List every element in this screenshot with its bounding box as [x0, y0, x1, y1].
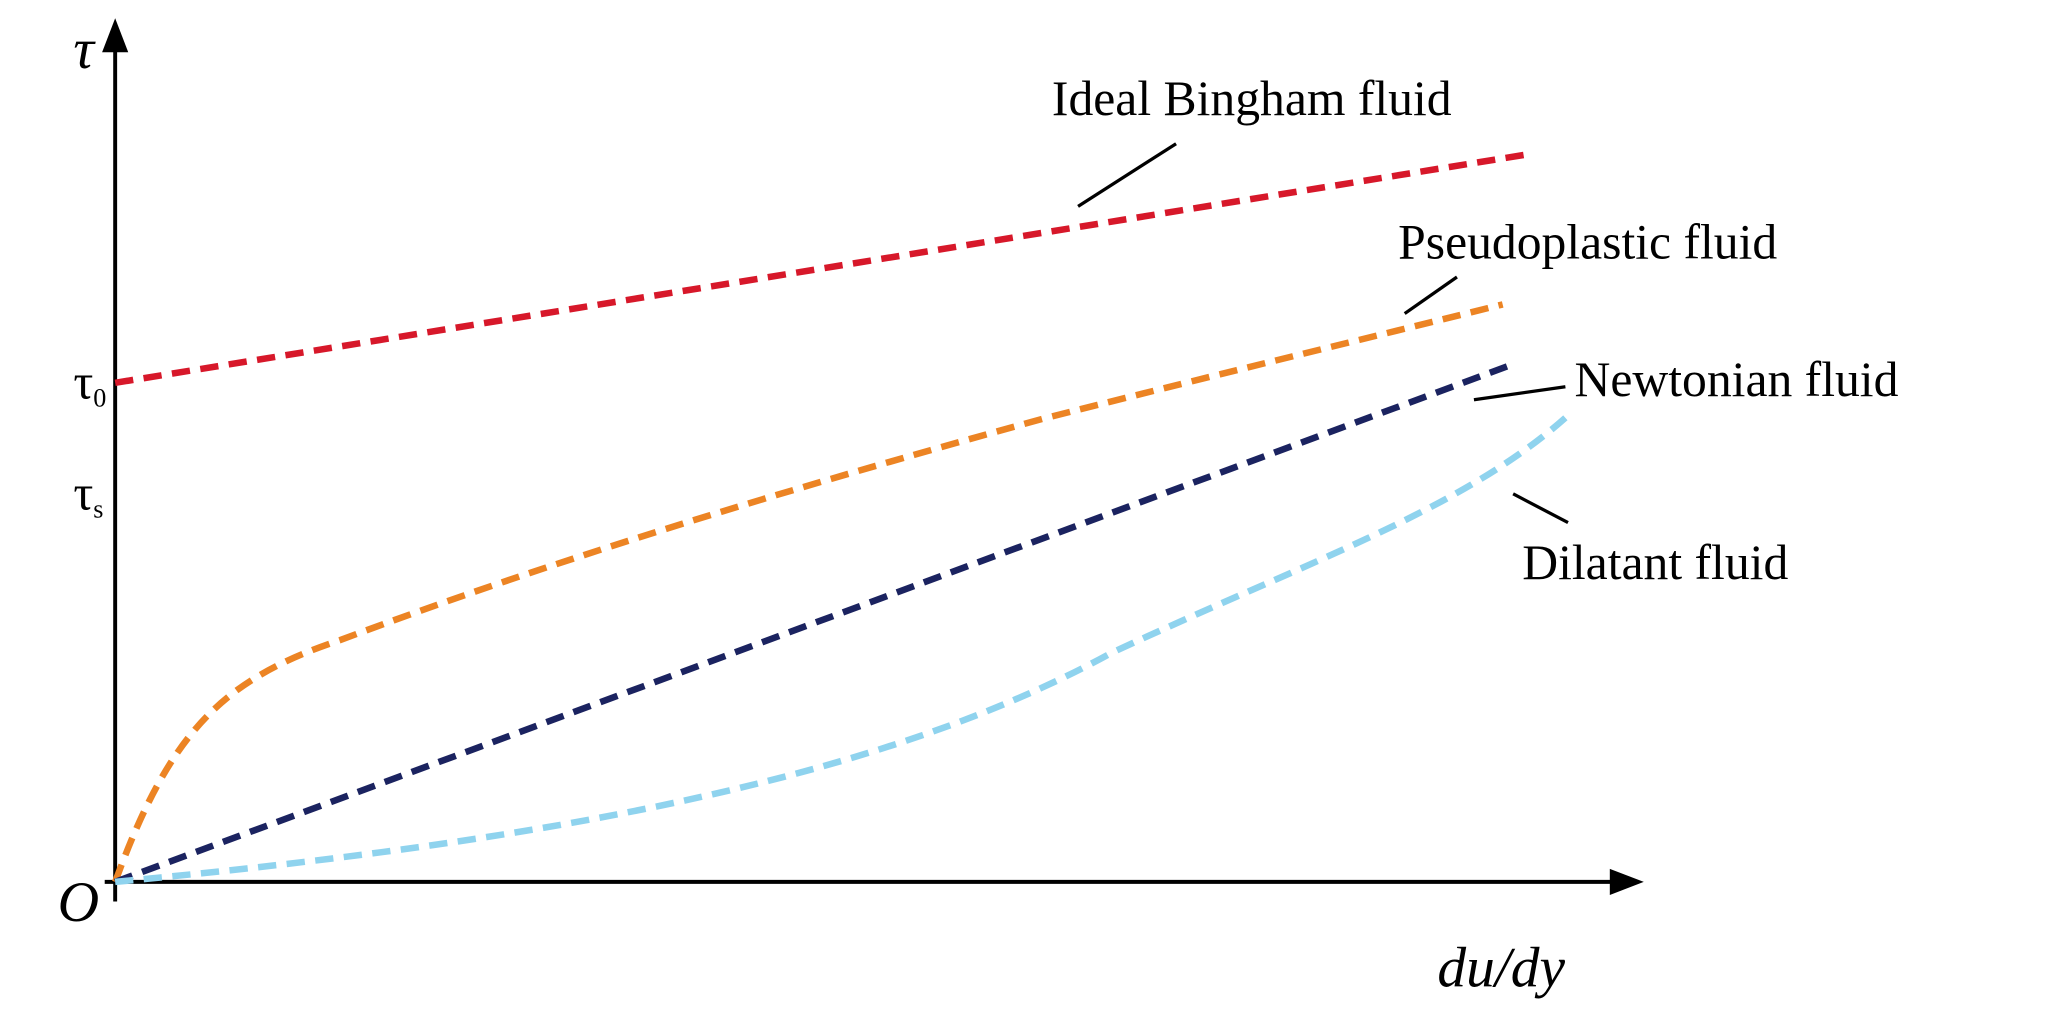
taus-symbol: τ	[73, 466, 93, 521]
pseudoplastic-label: Pseudoplastic fluid	[1398, 215, 1777, 270]
origin-label: O	[58, 871, 100, 934]
dilatant-curve	[114, 413, 1571, 886]
bingham-curve	[114, 150, 1530, 387]
newtonian-curve	[114, 360, 1517, 885]
pseudoplastic-curve	[112, 301, 1504, 884]
x-label: du/dy	[1437, 936, 1565, 999]
x-arrow	[1609, 868, 1644, 895]
tau0-label: τ0	[73, 354, 106, 412]
taus-label: τs	[73, 466, 103, 524]
bingham-leader	[1077, 142, 1177, 208]
newtonian-label: Newtonian fluid	[1575, 352, 1899, 407]
dilatant-label: Dilatant fluid	[1522, 535, 1788, 590]
taus-subscript: s	[93, 494, 103, 523]
y-label: τ	[73, 18, 96, 81]
newtonian-leader	[1473, 385, 1566, 402]
dilatant-leader	[1512, 492, 1569, 525]
y-arrow	[102, 18, 129, 53]
tau0-subscript: 0	[93, 383, 106, 412]
tau0-symbol: τ	[73, 354, 93, 409]
bingham-label: Ideal Bingham fluid	[1052, 71, 1452, 126]
pseudoplastic-leader	[1403, 275, 1458, 315]
